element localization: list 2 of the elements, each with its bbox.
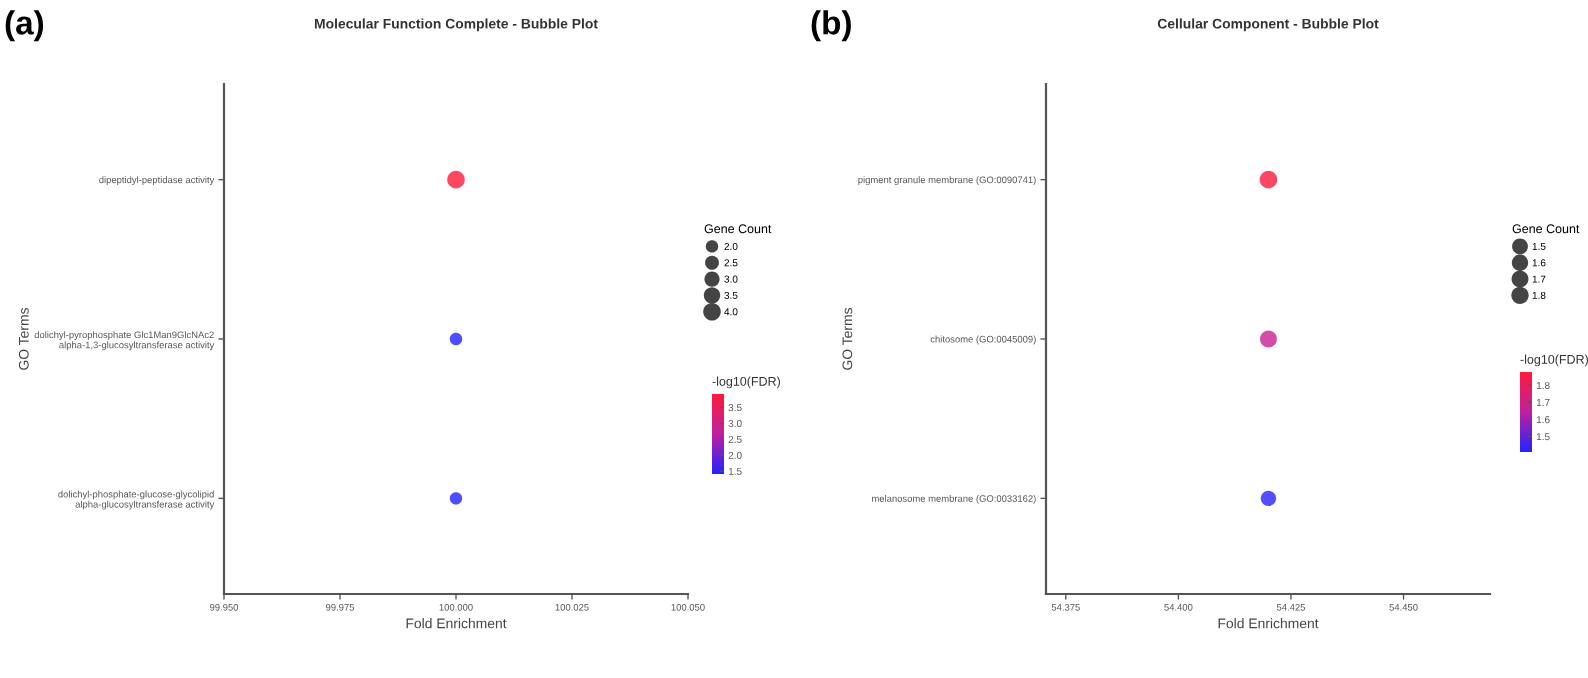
text: (a) (5, 10, 44, 42)
text: (b) (811, 10, 851, 42)
